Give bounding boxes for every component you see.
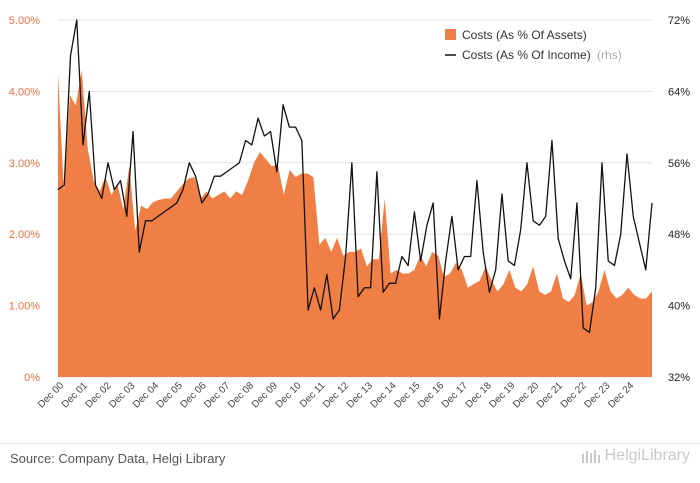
assets-area-layer [58, 69, 652, 377]
right-tick-label: 32% [668, 372, 690, 384]
x-tick-label: Dec 24 [606, 380, 636, 410]
left-tick-label: 0% [24, 372, 40, 384]
legend: Costs (As % Of Assets) Costs (As % Of In… [445, 28, 622, 62]
legend-label-income: Costs (As % Of Income) [462, 48, 591, 62]
right-tick-label: 40% [668, 301, 690, 313]
legend-swatch-assets [445, 29, 456, 40]
assets-area [58, 69, 652, 377]
right-axis-ticks: 32% 40% 48% 56% 64% 72% [668, 15, 690, 384]
right-tick-label: 64% [668, 86, 690, 98]
left-tick-label: 5.00% [9, 15, 40, 27]
legend-label-rhs: (rhs) [597, 48, 622, 62]
helgi-library-logo: HelgiLibrary [581, 447, 690, 465]
left-tick-label: 1.00% [9, 301, 40, 313]
logo-text: HelgiLibrary [604, 447, 690, 464]
footer-divider [0, 443, 700, 444]
income-line-layer [57, 19, 653, 334]
source-note: Source: Company Data, Helgi Library [10, 451, 226, 466]
left-tick-label: 2.00% [9, 229, 40, 241]
left-tick-label: 3.00% [9, 158, 40, 170]
legend-label-assets: Costs (As % Of Assets) [462, 28, 587, 42]
right-tick-label: 48% [668, 229, 690, 241]
right-tick-label: 72% [668, 15, 690, 27]
library-icon [581, 450, 600, 463]
svg-text:Costs (As % Of Income) (: Costs (As % Of Income) (rhs) [462, 48, 622, 62]
x-tick-label: Dec 10 [274, 380, 304, 410]
left-axis-ticks: 0% 1.00% 2.00% 3.00% 4.00% 5.00% [9, 15, 40, 384]
right-tick-label: 56% [668, 158, 690, 170]
income-line [57, 19, 653, 334]
left-tick-label: 4.00% [9, 86, 40, 98]
